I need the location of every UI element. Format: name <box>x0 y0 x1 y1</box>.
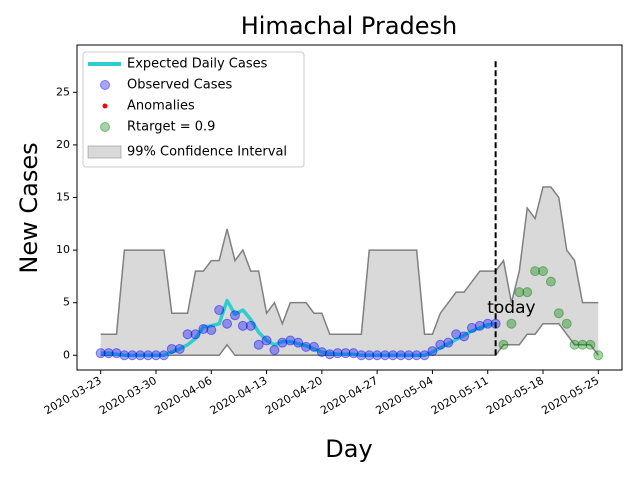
data-point <box>419 350 430 361</box>
data-point <box>348 348 359 359</box>
data-point <box>364 350 375 361</box>
data-point <box>222 318 233 329</box>
data-point <box>522 287 533 298</box>
data-point <box>229 310 240 321</box>
legend-swatch <box>100 122 110 132</box>
band-upper-edge <box>100 186 599 335</box>
data-point <box>561 318 572 329</box>
data-point <box>356 350 367 361</box>
legend-label: Observed Cases <box>127 78 232 93</box>
data-point <box>498 339 509 350</box>
legend-label: Anomalies <box>127 99 195 114</box>
y-tick-label: 20 <box>56 138 70 151</box>
data-point <box>119 350 130 361</box>
data-point <box>545 276 556 287</box>
data-point <box>277 337 288 348</box>
data-point <box>506 318 517 329</box>
data-point <box>135 350 146 361</box>
data-point <box>332 348 343 359</box>
data-point <box>387 350 398 361</box>
y-axis-label: New Cases <box>15 142 43 273</box>
data-point <box>411 350 422 361</box>
data-point <box>427 346 438 357</box>
confidence-band <box>100 186 599 356</box>
expected-line <box>100 298 496 358</box>
data-point <box>324 349 335 360</box>
y-tick-label: 10 <box>56 243 70 256</box>
data-point <box>514 287 525 298</box>
data-point <box>308 341 319 352</box>
data-point <box>95 348 106 359</box>
y-tick-label: 15 <box>56 191 70 204</box>
data-point <box>380 350 391 361</box>
legend-label: Expected Daily Cases <box>127 57 268 72</box>
plot-frame <box>76 44 623 371</box>
x-axis-label: Day <box>325 435 372 463</box>
legend-box <box>82 51 305 168</box>
data-point <box>166 343 177 354</box>
data-point <box>285 335 296 346</box>
data-point <box>316 347 327 358</box>
y-tick-label: 5 <box>63 296 70 309</box>
data-point <box>127 350 138 361</box>
data-point <box>593 350 604 361</box>
data-point <box>174 343 185 354</box>
legend: Expected Daily Cases Observed Cases Anomal… <box>82 51 305 168</box>
data-point <box>158 350 169 361</box>
data-point <box>245 320 256 331</box>
data-point <box>206 325 217 336</box>
data-point <box>459 331 470 342</box>
data-point <box>261 335 272 346</box>
legend-label: 99% Confidence Interval <box>127 145 287 160</box>
annotation: today <box>487 298 535 318</box>
data-point <box>395 350 406 361</box>
data-point <box>293 337 304 348</box>
data-point <box>435 339 446 350</box>
data-point <box>443 337 454 348</box>
data-point <box>269 345 280 356</box>
data-point <box>553 308 564 319</box>
y-tick-label: 25 <box>56 85 70 98</box>
data-point <box>340 348 351 359</box>
data-point <box>577 339 588 350</box>
data-point <box>474 320 485 331</box>
legend-swatch <box>102 103 108 109</box>
chart-title: Himachal Pradesh <box>241 12 458 40</box>
data-point <box>585 339 596 350</box>
legend-swatch <box>100 80 110 90</box>
data-point <box>190 329 201 340</box>
data-point <box>182 329 193 340</box>
data-point <box>237 320 248 331</box>
data-point <box>103 348 114 359</box>
data-point <box>214 305 225 316</box>
data-point <box>198 323 209 334</box>
data-point <box>466 322 477 333</box>
data-point <box>150 350 161 361</box>
legend-label: Rtarget = 0.9 <box>127 120 215 135</box>
data-point <box>451 329 462 340</box>
data-point <box>530 266 541 277</box>
data-point <box>403 350 414 361</box>
data-point <box>569 339 580 350</box>
data-point <box>482 318 493 329</box>
data-point <box>253 339 264 350</box>
legend-swatch <box>87 145 122 159</box>
y-tick-label: 0 <box>63 348 70 361</box>
data-point <box>143 350 154 361</box>
data-point <box>372 350 383 361</box>
data-point <box>538 266 549 277</box>
data-point <box>301 341 312 352</box>
data-point <box>111 348 122 359</box>
